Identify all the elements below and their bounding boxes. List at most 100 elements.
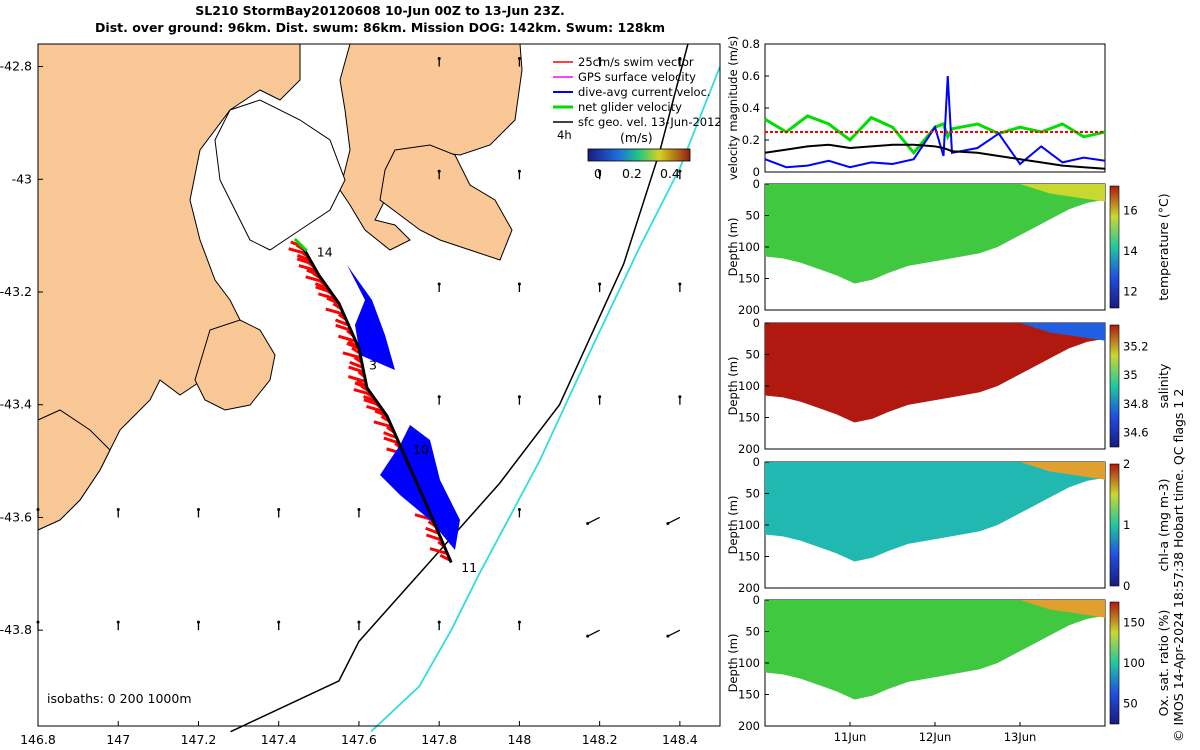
isobaths bbox=[230, 43, 721, 733]
day-marker-label: 3 bbox=[369, 357, 377, 372]
section-ytick-label: 150 bbox=[738, 688, 760, 702]
geo-vector-head bbox=[517, 282, 521, 286]
geo-vector-head bbox=[586, 634, 590, 638]
dive-avg-current bbox=[347, 265, 395, 370]
colorbar-label: salinity bbox=[1156, 363, 1171, 408]
map-xtick-label: 147 bbox=[106, 732, 130, 747]
net-glider-start bbox=[293, 237, 308, 252]
section-xtick-label: 11Jun bbox=[834, 730, 867, 744]
swim-vector bbox=[429, 547, 448, 555]
swim-vector bbox=[425, 526, 440, 535]
swim-vector bbox=[325, 307, 345, 316]
map-xtick-label: 147.2 bbox=[181, 732, 217, 747]
glider-track bbox=[301, 246, 453, 564]
land-masses bbox=[37, 43, 523, 531]
colorbar-tick-label: 2 bbox=[1123, 457, 1130, 471]
geo-vector-head bbox=[678, 282, 682, 286]
section-ytick-label: 150 bbox=[738, 550, 760, 564]
colorbar-tick-2: 0.4 bbox=[660, 166, 680, 181]
section-surface-anomaly bbox=[1020, 323, 1105, 341]
velocity-ytick-label: 0.6 bbox=[742, 69, 760, 83]
map-border bbox=[37, 43, 721, 727]
geo-vector-head bbox=[277, 620, 281, 624]
colorbar-tick-label: 12 bbox=[1123, 285, 1138, 299]
section-ytick-label: 50 bbox=[745, 487, 760, 501]
map-xtick-label: 147.6 bbox=[341, 732, 377, 747]
section-surface-anomaly bbox=[1020, 600, 1105, 618]
legend-timestep: 4h bbox=[557, 128, 572, 142]
map-colorbar bbox=[587, 148, 691, 162]
swim-vector bbox=[342, 351, 362, 360]
section-colorbar bbox=[1109, 601, 1120, 725]
geo-vector-head bbox=[678, 57, 682, 61]
day-marker-label: 14 bbox=[317, 245, 333, 260]
section-ytick-label: 50 bbox=[745, 625, 760, 639]
map-ytick-label: -42.8 bbox=[0, 59, 32, 74]
colorbar-tick-label: 1 bbox=[1123, 518, 1130, 532]
geo-vector-head bbox=[437, 395, 441, 399]
geo-vector-head bbox=[598, 282, 602, 286]
geo-vector bbox=[667, 629, 681, 637]
colorbar-label: Ox. sat. ratio (%) bbox=[1156, 610, 1171, 717]
geo-vector-head bbox=[437, 282, 441, 286]
section-ylabel: Depth (m) bbox=[726, 357, 740, 416]
section-ylabel: Depth (m) bbox=[726, 634, 740, 693]
geo-vector-head bbox=[586, 521, 590, 525]
section-fill bbox=[765, 462, 1105, 562]
section-fill bbox=[765, 600, 1105, 700]
map-axes: 146.8 147 147.2 147.4 147.6 147.8 148 148.2 148.… bbox=[0, 59, 698, 747]
map-xtick-label: 148 bbox=[507, 732, 531, 747]
day-marker-label: 10 bbox=[413, 442, 429, 457]
section-colorbar bbox=[1109, 463, 1120, 587]
geo-vector-head bbox=[437, 169, 441, 173]
colorbar-tick-label: 50 bbox=[1123, 697, 1138, 711]
geo-vector bbox=[667, 516, 681, 525]
geo-vector-head bbox=[357, 620, 361, 624]
section-ylabel: Depth (m) bbox=[726, 496, 740, 555]
swim-vector bbox=[298, 264, 317, 273]
title-line-2: Dist. over ground: 96km. Dist. swum: 86k… bbox=[95, 20, 665, 35]
title-line-1: SL210 StormBay20120608 10-Jun 00Z to 13-… bbox=[195, 3, 565, 18]
legend-sfc: sfc geo. vel. 13-Jun-2012 bbox=[578, 115, 722, 129]
section-ytick-label: 0 bbox=[753, 316, 760, 330]
section-ytick-label: 100 bbox=[738, 240, 760, 254]
geo-vector-head bbox=[598, 169, 602, 173]
geo-vector-head bbox=[277, 507, 281, 511]
section-colorbar bbox=[1109, 185, 1120, 309]
footer-note: © IMOS 14-Apr-2024 18:57:38 Hobart time.… bbox=[1171, 389, 1186, 742]
section-ytick-label: 200 bbox=[738, 303, 760, 317]
section-ylabel: Depth (m) bbox=[726, 218, 740, 277]
map-ytick-label: -43.2 bbox=[0, 284, 32, 299]
swim-vector bbox=[383, 431, 398, 440]
swim-vector bbox=[349, 360, 364, 369]
geo-vector-head bbox=[666, 521, 670, 525]
legend-gps: GPS surface velocity bbox=[578, 70, 696, 84]
section-ytick-label: 50 bbox=[745, 348, 760, 362]
geo-vector-head bbox=[196, 620, 200, 624]
section-ytick-label: 0 bbox=[753, 593, 760, 607]
section-colorbar bbox=[1109, 324, 1120, 448]
colorbar-tick-label: 34.6 bbox=[1123, 426, 1149, 440]
section-ytick-label: 200 bbox=[738, 442, 760, 456]
section-ytick-label: 50 bbox=[745, 209, 760, 223]
land-south-west bbox=[37, 409, 111, 531]
section-ytick-label: 100 bbox=[738, 656, 760, 670]
swim-vector bbox=[335, 323, 352, 332]
isobaths-label: isobaths: 0 200 1000m bbox=[47, 691, 192, 706]
velocity-ytick-label: 0.8 bbox=[742, 37, 760, 51]
colorbar-label: temperature (°C) bbox=[1156, 193, 1171, 300]
section-surface-anomaly bbox=[1020, 184, 1105, 202]
geo-vector-head bbox=[517, 57, 521, 61]
geo-vector bbox=[587, 516, 600, 525]
legend-dive: dive-avg current veloc. bbox=[578, 85, 711, 99]
section-ytick-label: 100 bbox=[738, 379, 760, 393]
geo-vector-head bbox=[116, 620, 120, 624]
geo-vector-head bbox=[116, 507, 120, 511]
geo-vector-head bbox=[437, 57, 441, 61]
legend-swim: 25cm/s swim vector bbox=[578, 55, 694, 69]
geo-vector bbox=[587, 629, 600, 637]
section-ytick-label: 150 bbox=[738, 411, 760, 425]
day-markers: 14 3 10 11 bbox=[317, 245, 477, 576]
swim-vector bbox=[383, 436, 400, 445]
